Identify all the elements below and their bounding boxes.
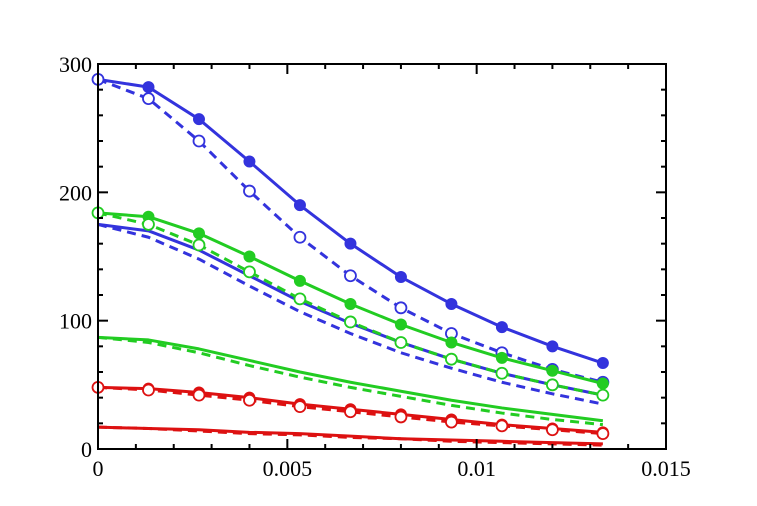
data-point-open [394,301,408,315]
x-tick-label: 0 [93,456,104,481]
data-point-open [596,427,610,441]
axes: 0 0.005 0.01 0.015 0 100 200 300 [59,52,691,481]
data-point-open [192,134,206,148]
data-point-open [243,265,256,279]
data-point-open [293,292,307,306]
data-point-filled [243,155,256,168]
data-point-open [495,419,509,433]
data-point-open [445,352,458,366]
data-point-open [344,269,357,283]
data-point-filled [445,297,458,310]
data-point-filled [394,271,407,284]
data-point-filled [293,274,306,287]
y-tick-label: 300 [59,52,92,77]
series-line-11 [97,425,603,447]
data-point-filled [243,250,256,263]
data-point-filled [495,321,508,334]
data-point-open [546,378,559,392]
data-point-open [142,383,155,397]
series-line-9 [97,385,603,436]
data-point-open [445,415,458,429]
data-point-open [546,423,559,437]
data-point-filled [142,81,155,94]
data-point-open [243,184,256,198]
data-point-filled [394,318,407,331]
data-point-open [394,336,408,349]
data-point-filled [596,357,609,370]
data-point-open [293,400,307,414]
data-point-open [344,315,357,329]
x-tick-label: 0.01 [457,456,496,481]
data-point-filled [192,227,205,240]
plot-frame [97,63,667,450]
y-tick-label: 0 [81,437,92,462]
data-point-open [243,393,256,407]
data-point-filled [596,377,609,390]
data-point-open [192,238,206,252]
data-point-filled [344,237,357,250]
data-point-filled [293,199,306,212]
series-group [91,73,610,447]
data-point-filled [344,297,357,310]
y-tick-label: 200 [59,180,92,205]
x-tick-label: 0.005 [263,456,313,481]
data-point-open [142,218,155,231]
data-point-filled [445,336,458,349]
data-point-open [394,410,408,424]
series-line-7 [97,335,604,427]
data-point-open [344,405,357,419]
data-point-open [192,388,206,402]
x-tick-label: 0.015 [641,456,691,481]
data-point-filled [546,364,559,377]
series-line-6 [97,335,604,423]
series-line-3 [97,222,604,406]
data-point-open [495,366,509,380]
data-point-filled [546,340,559,353]
data-point-open [293,230,307,244]
data-point-filled [495,351,508,364]
data-point-open [142,92,155,106]
data-point-filled [192,113,205,126]
y-tick-label: 100 [59,309,92,334]
data-point-open [596,388,610,402]
